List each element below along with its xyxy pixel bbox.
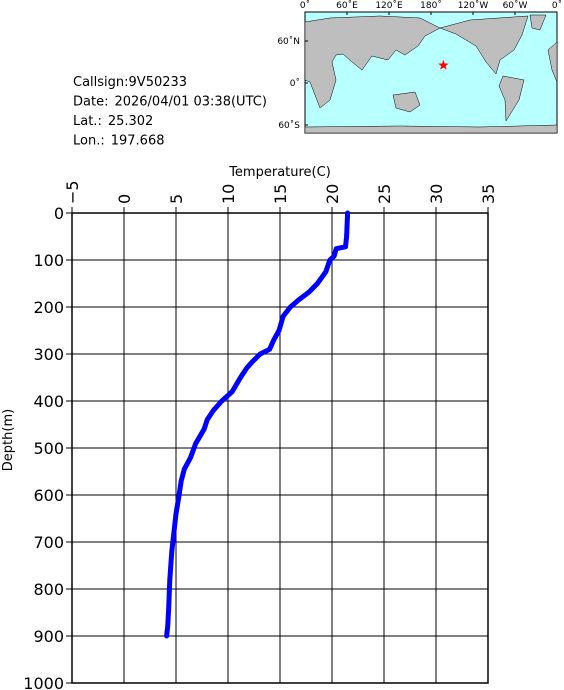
info-value: 197.668 [111, 134, 165, 149]
x-tick-label: 35 [479, 184, 498, 204]
y-tick-label: 100 [33, 251, 64, 270]
x-tick-label: −5 [63, 180, 82, 204]
y-tick-label: 700 [33, 533, 64, 552]
station-marker [438, 59, 449, 70]
x-tick-label: 5 [167, 194, 186, 204]
plot-frame [71, 212, 489, 684]
x-tick-label: 30 [427, 184, 446, 204]
x-tick-label: 10 [219, 184, 238, 204]
y-tick-label: 600 [33, 486, 64, 505]
y-tick-label: 200 [33, 298, 64, 317]
info-value: 25.302 [108, 114, 154, 129]
y-axis-label: Depth(m) [1, 409, 16, 471]
map-lon-label: 60˚E [336, 0, 358, 11]
y-tick-label: 800 [33, 580, 64, 599]
map-lon-label: 0˚ [552, 0, 562, 11]
x-tick-label: 25 [375, 184, 394, 204]
map-inset [304, 11, 558, 134]
info-label: Date: [73, 95, 108, 110]
info-line: Date: 2026/04/01 03:38(UTC) [73, 95, 267, 110]
info-label: Lon.: [73, 134, 105, 149]
info-value: 9V50233 [129, 75, 188, 90]
y-tick-label: 400 [33, 392, 64, 411]
map-lat-label: 0˚ [290, 78, 300, 89]
map-lon-label: 120˚E [375, 0, 403, 11]
info-value: 2026/04/01 03:38(UTC) [114, 95, 266, 110]
info-label: Callsign: [73, 75, 129, 90]
map-lon-label: 180˚ [420, 0, 442, 11]
map-lon-label: 60˚W [503, 0, 528, 11]
map-land [304, 14, 558, 134]
y-tick-label: 500 [33, 439, 64, 458]
map-lon-label: 120˚W [458, 0, 489, 11]
y-tick-label: 0 [54, 204, 64, 223]
y-tick-label: 900 [33, 627, 64, 646]
y-tick-label: 1000 [23, 674, 64, 690]
temperature-profile [164, 210, 351, 639]
info-line: Lat.: 25.302 [73, 114, 153, 129]
x-axis-label: Temperature(C) [228, 165, 331, 180]
info-line: Lon.: 197.668 [73, 134, 165, 149]
map-lon-label: 0˚ [300, 0, 310, 11]
info-line: Callsign:9V50233 [73, 75, 187, 90]
x-tick-label: 20 [323, 184, 342, 204]
x-tick-label: 0 [115, 194, 134, 204]
y-tick-label: 300 [33, 345, 64, 364]
map-lat-label: 60˚S [278, 120, 300, 131]
info-label: Lat.: [73, 114, 102, 129]
map-lat-label: 60˚N [277, 36, 300, 47]
x-tick-label: 15 [271, 184, 290, 204]
